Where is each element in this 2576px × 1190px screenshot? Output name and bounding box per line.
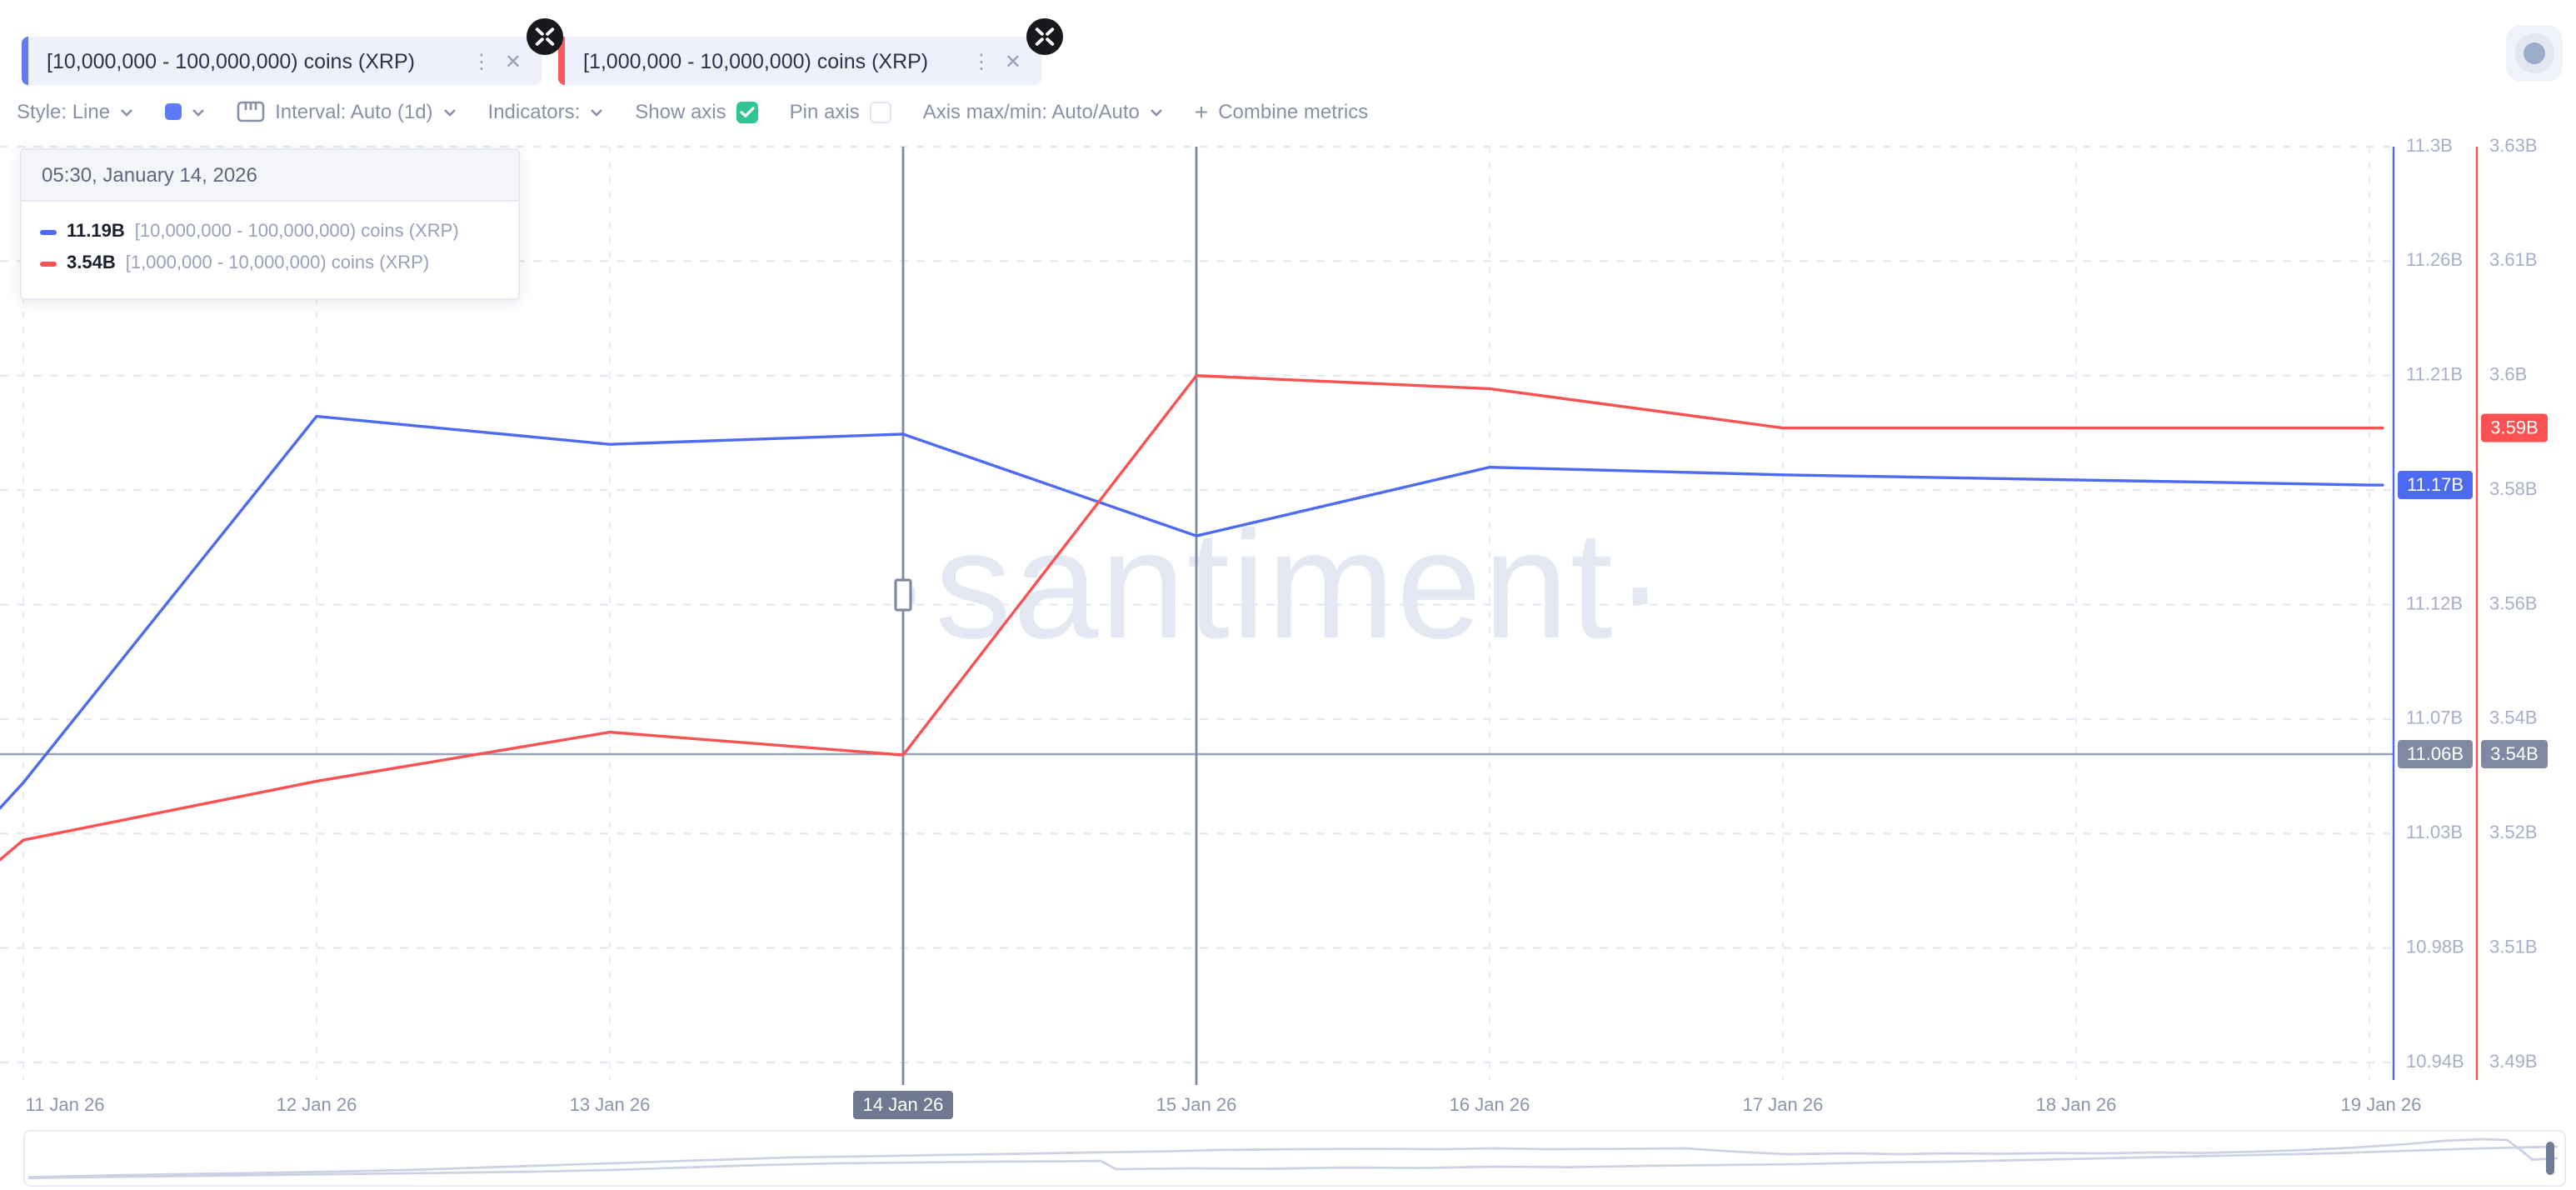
crosshair-value-badge-metric-2 <box>2481 740 2548 768</box>
metric-tab-1[interactable]: [10,000,000 - 100,000,000) coins (XRP) ⋮… <box>22 37 542 85</box>
y-axis-tick-label-metric-1: 11.26B <box>2406 249 2463 270</box>
tooltip-row-metric-2: 3.54B [1,000,000 - 10,000,000) coins (XR… <box>40 248 500 280</box>
pin-axis-checkbox[interactable] <box>869 101 891 122</box>
color-picker-dropdown[interactable] <box>165 103 205 120</box>
y-axis-tick-label-metric-1: 11.07B <box>2406 708 2463 728</box>
series-line-2 <box>0 374 2384 862</box>
pin-axis-label: Pin axis <box>789 100 860 123</box>
x-axis-crosshair-badge-text: 14 Jan 26 <box>863 1094 944 1115</box>
tooltip-value-1: 11.19B <box>67 222 125 242</box>
y-axis-tick-label-metric-1: 11.3B <box>2406 135 2453 156</box>
tooltip-label-1: [10,000,000 - 100,000,000) coins (XRP) <box>134 222 459 242</box>
plus-icon: + <box>1194 98 1209 125</box>
combine-metrics-label: Combine metrics <box>1218 100 1369 123</box>
crosshair-value-badge-metric-2-text: 3.54B <box>2490 743 2539 764</box>
tooltip-value-2: 3.54B <box>67 253 116 273</box>
tooltip-label-2: [1,000,000 - 10,000,000) coins (XRP) <box>125 253 430 273</box>
chevron-down-icon <box>1150 108 1162 116</box>
chevron-down-icon <box>443 108 456 116</box>
current-value-badge-metric-2 <box>2481 413 2548 442</box>
xrp-coin-icon <box>527 18 563 55</box>
show-axis-label: Show axis <box>635 100 726 123</box>
current-value-badge-metric-2-text: 3.59B <box>2490 417 2539 438</box>
metric-tab-1-label: [10,000,000 - 100,000,000) coins (XRP) <box>47 49 415 72</box>
crosshair-handle[interactable] <box>894 578 912 612</box>
x-axis-tick-label: 19 Jan 26 <box>2341 1094 2422 1115</box>
navigator-handle[interactable] <box>2546 1142 2554 1175</box>
combine-metrics-button[interactable]: + Combine metrics <box>1195 98 1368 125</box>
y-axis-tick-label-metric-2: 3.51B <box>2489 936 2538 957</box>
close-icon[interactable]: ✕ <box>1004 49 1021 72</box>
chevron-down-icon <box>591 108 603 116</box>
chart-toolbar: Style: Line Interval: Auto (1d) Indicato… <box>17 97 1368 127</box>
show-axis-toggle[interactable]: Show axis <box>635 100 758 123</box>
record-button[interactable] <box>2506 25 2563 82</box>
check-icon <box>740 106 755 118</box>
tooltip-row-metric-1: 11.19B [10,000,000 - 100,000,000) coins … <box>40 217 500 248</box>
metric-tab-1-accent-bar <box>22 37 28 85</box>
xrp-coin-icon <box>1026 18 1063 55</box>
x-axis-tick-label: 18 Jan 26 <box>2036 1094 2117 1115</box>
kebab-menu-icon[interactable]: ⋮ <box>971 49 991 72</box>
y-axis-tick-label-metric-1: 10.98B <box>2406 936 2464 957</box>
navigator-preview-line-2 <box>27 1145 2559 1179</box>
x-axis-tick-label: 11 Jan 26 <box>25 1094 104 1115</box>
interval-dropdown[interactable]: Interval: Auto (1d) <box>237 100 456 123</box>
series-dash-icon <box>40 230 57 235</box>
navigator-preview-line-1 <box>27 1138 2559 1178</box>
y-axis-tick-label-metric-1: 10.94B <box>2406 1051 2464 1072</box>
chevron-down-icon <box>192 108 205 116</box>
record-icon-dot <box>2524 42 2545 64</box>
chart-navigator[interactable] <box>23 1130 2566 1187</box>
show-axis-checkbox[interactable] <box>736 101 758 122</box>
y-axis-tick-label-metric-2: 3.58B <box>2489 478 2538 499</box>
y-axis-tick-label-metric-2: 3.61B <box>2489 249 2538 270</box>
y-axis-tick-label-metric-2: 3.56B <box>2489 592 2538 613</box>
y-axis-tick-label-metric-1: 11.03B <box>2406 822 2463 842</box>
interval-dropdown-label: Interval: Auto (1d) <box>275 100 433 123</box>
current-value-badge-metric-1 <box>2398 471 2473 500</box>
series-line-1 <box>0 414 2384 810</box>
x-axis-tick-label: 15 Jan 26 <box>1156 1094 1237 1115</box>
y-axis-tick-label-metric-1: 11.21B <box>2406 364 2463 385</box>
color-swatch <box>165 103 182 120</box>
indicators-dropdown[interactable]: Indicators: <box>488 100 604 123</box>
x-axis-tick-label: 12 Jan 26 <box>277 1094 357 1115</box>
x-axis-crosshair-badge <box>853 1091 953 1119</box>
close-icon[interactable]: ✕ <box>504 49 522 72</box>
y-axis-tick-label-metric-2: 3.63B <box>2489 135 2538 156</box>
series-dash-icon <box>40 262 57 267</box>
metric-tab-2-accent-bar <box>558 37 565 85</box>
chart-tooltip: 05:30, January 14, 2026 11.19B [10,000,0… <box>20 148 520 300</box>
axis-maxmin-label: Axis max/min: Auto/Auto <box>922 100 1140 123</box>
pin-axis-toggle[interactable]: Pin axis <box>790 100 891 123</box>
kebab-menu-icon[interactable]: ⋮ <box>471 49 492 72</box>
current-value-badge-metric-1-text: 11.17B <box>2407 474 2464 495</box>
x-axis-tick-label: 17 Jan 26 <box>1743 1094 1824 1115</box>
y-axis-tick-label-metric-2: 3.6B <box>2489 364 2527 385</box>
santiment-watermark: ·santiment· <box>881 501 1668 671</box>
tooltip-timestamp: 05:30, January 14, 2026 <box>22 150 518 202</box>
x-axis-tick-label: 13 Jan 26 <box>570 1094 651 1115</box>
y-axis-tick-label-metric-2: 3.49B <box>2489 1051 2538 1072</box>
x-axis-tick-label: 16 Jan 26 <box>1450 1094 1530 1115</box>
y-axis-tick-label-metric-2: 3.52B <box>2489 822 2538 842</box>
crosshair-value-badge-metric-1-text: 11.06B <box>2407 743 2464 764</box>
y-axis-tick-label-metric-2: 3.54B <box>2489 708 2538 728</box>
y-axis-tick-label-metric-1: 11.12B <box>2406 592 2463 613</box>
style-dropdown[interactable]: Style: Line <box>17 100 133 123</box>
interval-ruler-icon <box>237 101 265 122</box>
axis-maxmin-dropdown[interactable]: Axis max/min: Auto/Auto <box>923 100 1163 123</box>
metric-tab-2[interactable]: [1,000,000 - 10,000,000) coins (XRP) ⋮ ✕ <box>558 37 1041 85</box>
style-dropdown-label: Style: Line <box>17 100 111 123</box>
crosshair-value-badge-metric-1 <box>2398 740 2473 768</box>
indicators-dropdown-label: Indicators: <box>487 100 581 123</box>
metric-tab-2-label: [1,000,000 - 10,000,000) coins (XRP) <box>583 49 929 72</box>
chevron-down-icon <box>121 108 133 116</box>
